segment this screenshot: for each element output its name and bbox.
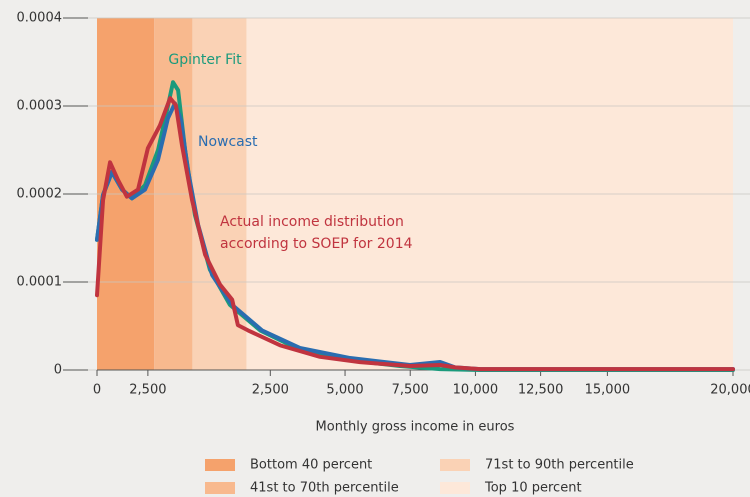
x-tick-label: 7,500 <box>392 383 429 398</box>
annotation: according to SOEP for 2014 <box>220 236 413 252</box>
x-tick-label: 5,000 <box>326 383 363 398</box>
y-tick-label: 0.0001 <box>17 275 63 290</box>
y-tick-label: 0.0003 <box>17 99 63 114</box>
annotation: Actual income distribution <box>220 214 404 230</box>
legend-label: Bottom 40 percent <box>250 458 372 473</box>
annotation: Gpinter Fit <box>168 52 242 68</box>
x-tick-label: 20,000 <box>710 383 750 398</box>
annotation: Nowcast <box>198 134 258 150</box>
x-tick-label: 2,500 <box>129 383 166 398</box>
x-tick-label: 0 <box>93 383 101 398</box>
density-line <box>95 96 735 372</box>
legend-label: 41st to 70th percentile <box>250 481 399 496</box>
legend-label: 71st to 90th percentile <box>485 458 634 473</box>
legend-label: Top 10 percent <box>484 481 582 496</box>
x-axis-label: Monthly gross income in euros <box>316 420 515 435</box>
y-tick-label: 0 <box>54 363 62 378</box>
legend-swatch <box>440 459 470 471</box>
legend-swatch <box>205 482 235 494</box>
x-tick-label: 2,500 <box>252 383 289 398</box>
x-tick-label: 10,000 <box>453 383 499 398</box>
legend-swatch <box>440 482 470 494</box>
y-tick-label: 0.0004 <box>17 11 63 26</box>
x-tick-label: 15,000 <box>585 383 631 398</box>
x-tick-label: 12,500 <box>518 383 564 398</box>
y-tick-label: 0.0002 <box>17 187 63 202</box>
legend-swatch <box>205 459 235 471</box>
